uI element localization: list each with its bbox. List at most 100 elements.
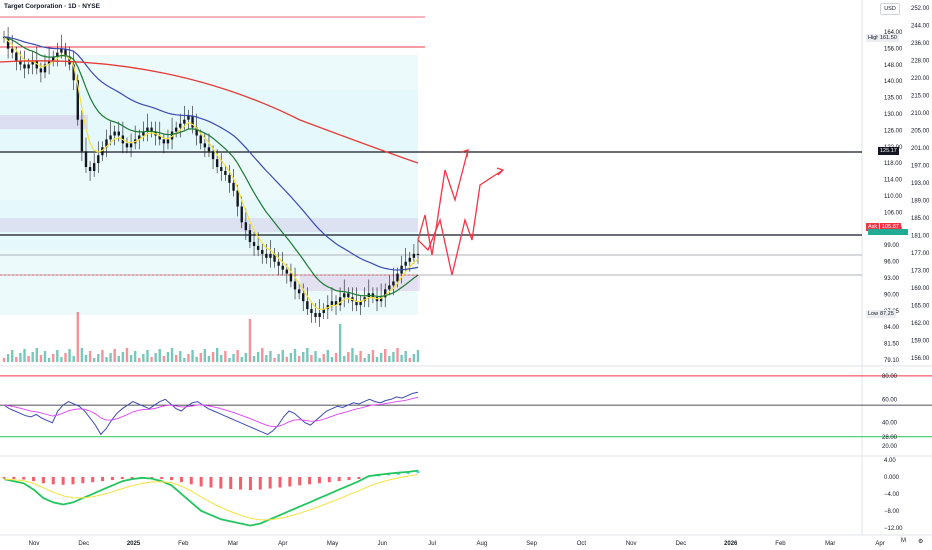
candle-body [92, 163, 96, 171]
volume-bar [158, 349, 161, 362]
rsi-axis-label: 80.00 [882, 374, 898, 380]
macd-histogram-bar [150, 476, 154, 479]
volume-bar [232, 354, 235, 362]
macd-histogram-bar [130, 476, 134, 479]
macd-axis-label: −12.00 [884, 526, 903, 532]
candle-body [191, 115, 194, 128]
volume-bar [261, 348, 264, 362]
ask-price-tag: 105.87 [880, 223, 901, 231]
volume-bar [56, 350, 59, 362]
low-label: Low [866, 310, 881, 318]
volume-bar [273, 358, 276, 362]
volume-bar [129, 355, 133, 362]
volume-bar [203, 349, 207, 362]
volume-bar [105, 357, 108, 362]
candle-body [322, 309, 325, 314]
candle-body [228, 174, 231, 183]
level-price-tag: 125.17 [878, 147, 899, 155]
candle-body [84, 151, 88, 168]
candle-body [6, 36, 10, 49]
time-axis-label: Apr [875, 541, 884, 547]
time-axis-label: Feb [775, 541, 786, 547]
candle-body [289, 273, 293, 282]
candle-body [27, 64, 30, 69]
price-axis-label-right: 162.00 [911, 321, 930, 327]
macd-axis-label: −4.00 [884, 492, 900, 498]
candle-body [158, 135, 161, 140]
macd-histogram-bar [71, 476, 75, 485]
macd-histogram-bar [278, 476, 282, 488]
volume-bar [355, 355, 358, 362]
candle-body [113, 131, 116, 136]
price-axis-label-right: 181.00 [911, 234, 930, 240]
macd-axis-label: 0.000 [884, 475, 900, 481]
projection-arrowhead [461, 149, 469, 158]
macd-histogram-bar [160, 476, 164, 479]
price-axis-label: 164.00 [884, 30, 903, 36]
volume-bar [400, 355, 403, 362]
candle-body [51, 56, 55, 61]
price-axis-label-right: 189.00 [911, 199, 930, 205]
candle-body [355, 301, 358, 306]
candle-body [408, 257, 412, 262]
candle-body [302, 293, 305, 302]
volume-bar [281, 350, 284, 362]
price-axis-label-right: 165.00 [911, 304, 930, 310]
candle-body [101, 147, 104, 156]
candle-body [215, 159, 219, 168]
time-axis-label: Nov [29, 541, 40, 547]
candle-body [23, 64, 26, 69]
macd-histogram-bar [229, 476, 233, 490]
price-axis-label-right: 177.00 [911, 251, 930, 257]
price-axis-label: 140.00 [884, 79, 903, 85]
candle-body [43, 64, 47, 73]
demand-zone [0, 250, 418, 315]
candle-body [330, 301, 334, 306]
volume-bar [252, 356, 256, 362]
candle-body [56, 52, 59, 57]
candle-body [150, 127, 153, 132]
candle-body [10, 48, 14, 53]
candle-body [379, 297, 383, 302]
candle-body [338, 297, 342, 306]
volume-bar [371, 350, 375, 362]
time-axis-label: 2025 [127, 541, 141, 547]
candle-body [15, 52, 18, 61]
price-axis-label-right: 159.00 [911, 339, 930, 345]
ema-fast-line [3, 36, 419, 311]
currency-button[interactable]: USD [880, 3, 900, 15]
settings-icon[interactable]: ⚙ [918, 539, 924, 545]
price-axis-label-right: 252.00 [911, 6, 930, 12]
volume-bar [359, 351, 362, 362]
candle-body [68, 56, 71, 65]
log-scale-button[interactable]: M [901, 538, 906, 544]
time-axis-label: Dec [676, 541, 687, 547]
candle-body [170, 131, 174, 140]
volume-bar [150, 357, 153, 362]
macd-histogram-bar [219, 476, 223, 489]
price-axis-label-right: 220.00 [911, 76, 930, 82]
candle-body [72, 64, 75, 81]
macd-histogram-bar [2, 476, 6, 479]
price-axis-label-right: 205.00 [911, 129, 930, 135]
volume-bar [392, 352, 395, 362]
volume-bar [174, 355, 178, 362]
volume-bar [351, 348, 354, 362]
price-axis-label: 81.50 [884, 342, 900, 348]
time-axis-label: Feb [178, 541, 189, 547]
macd-histogram-bar [189, 476, 193, 485]
ema-long-line [0, 60, 419, 164]
volume-bar [10, 350, 14, 362]
price-axis-label: 79.10 [884, 358, 900, 364]
candle-body [64, 48, 67, 57]
price-axis-label-right: 244.00 [911, 24, 930, 30]
volume-bar [19, 353, 22, 362]
volume-bar [297, 356, 301, 362]
candle-body [76, 80, 79, 120]
macd-histogram-bar [396, 472, 400, 475]
demand-zone [0, 200, 418, 250]
price-axis-label-right: 197.00 [911, 164, 930, 170]
volume-bar [154, 353, 157, 362]
volume-bar [199, 353, 202, 362]
